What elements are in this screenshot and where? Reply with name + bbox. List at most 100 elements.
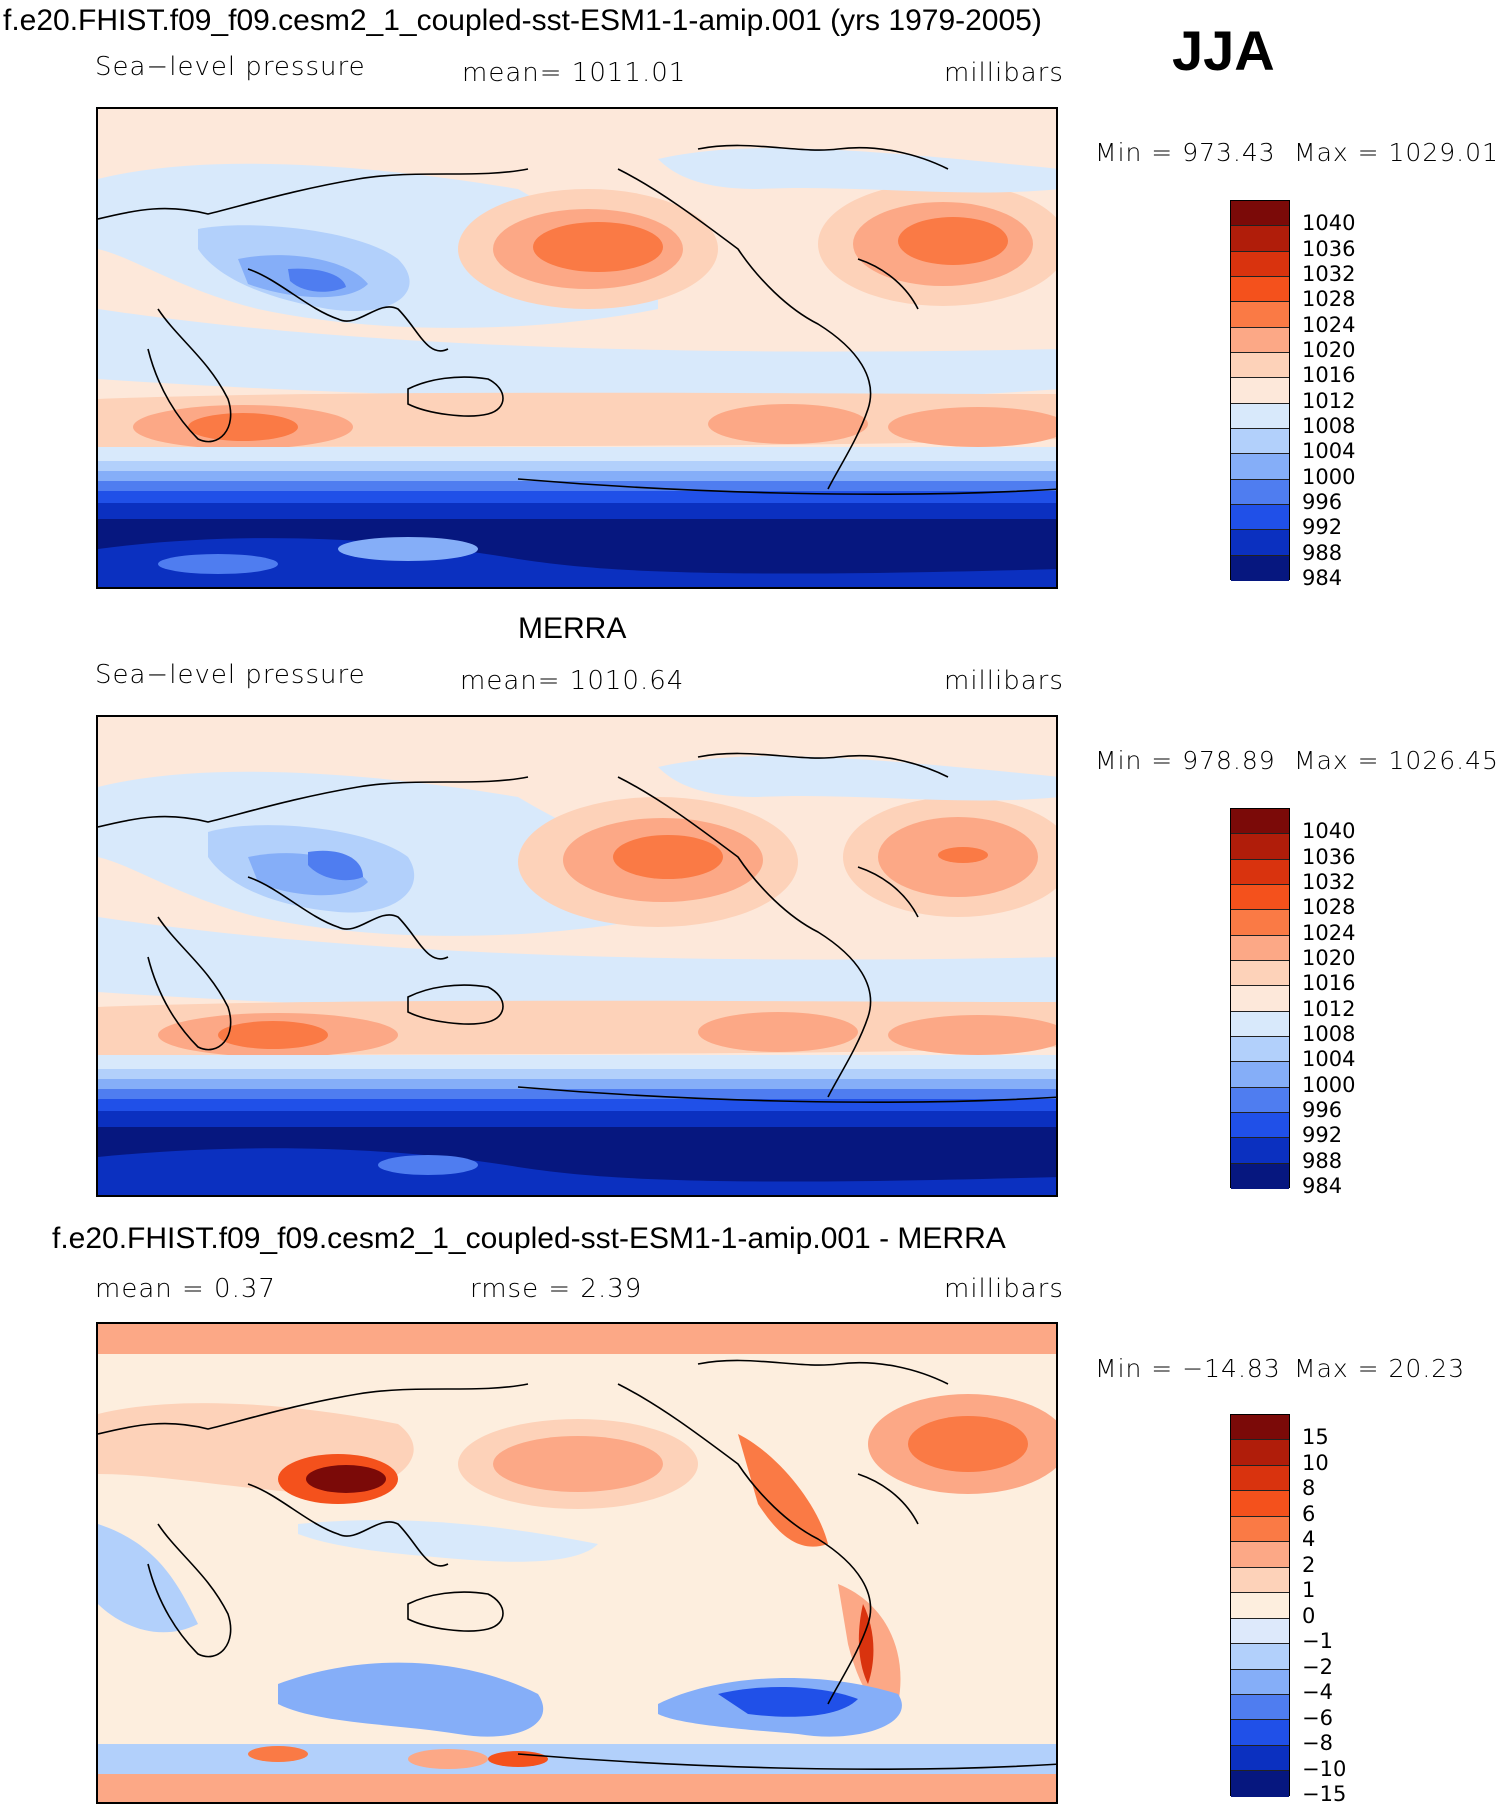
panel1-colorbar bbox=[1230, 200, 1290, 581]
colorbar-swatch bbox=[1231, 1036, 1289, 1063]
panel2-variable: Sea−level pressure bbox=[95, 660, 366, 690]
colorbar-swatch bbox=[1231, 226, 1289, 252]
colorbar-swatch bbox=[1231, 1087, 1289, 1113]
colorbar-swatch bbox=[1231, 986, 1289, 1012]
colorbar-swatch bbox=[1231, 910, 1289, 936]
panel2-title: MERRA bbox=[518, 612, 627, 645]
panel2-slp-field bbox=[98, 717, 1056, 1195]
colorbar-swatch bbox=[1231, 428, 1289, 455]
colorbar-swatch bbox=[1231, 1138, 1289, 1164]
colorbar-swatch bbox=[1231, 1491, 1289, 1517]
colorbar-swatch bbox=[1231, 859, 1289, 885]
colorbar-swatch bbox=[1231, 251, 1289, 277]
colorbar-level-label: −2 bbox=[1302, 1654, 1333, 1679]
panel1-slp-field bbox=[98, 109, 1056, 587]
colorbar-swatch bbox=[1231, 1720, 1289, 1746]
colorbar-level-label: 1028 bbox=[1302, 287, 1356, 312]
panel3-mean: mean = 0.37 bbox=[95, 1274, 276, 1304]
colorbar-level-label: 996 bbox=[1302, 1098, 1343, 1122]
panel3-max: Max = 20.23 bbox=[1294, 1354, 1466, 1383]
panel1-map bbox=[96, 107, 1058, 589]
colorbar-level-label: 1020 bbox=[1302, 946, 1356, 970]
colorbar-level-label: 1036 bbox=[1302, 236, 1356, 261]
colorbar-swatch bbox=[1231, 1618, 1289, 1645]
colorbar-level-label: 1004 bbox=[1302, 439, 1356, 464]
colorbar-level-label: 988 bbox=[1302, 540, 1343, 565]
colorbar-level-label: 2 bbox=[1302, 1552, 1316, 1577]
colorbar-level-label: 1000 bbox=[1302, 1072, 1356, 1097]
colorbar-level-label: 1 bbox=[1302, 1578, 1316, 1603]
colorbar-swatch bbox=[1231, 1415, 1289, 1441]
panel3-map bbox=[96, 1322, 1058, 1804]
panel3-colorbar bbox=[1230, 1414, 1290, 1797]
panel1-variable: Sea−level pressure bbox=[95, 52, 366, 82]
panel3-min: Min = −14.83 bbox=[1095, 1354, 1281, 1383]
colorbar-swatch bbox=[1231, 1567, 1289, 1594]
colorbar-swatch bbox=[1231, 1062, 1289, 1088]
colorbar-swatch bbox=[1231, 479, 1289, 505]
colorbar-swatch bbox=[1231, 935, 1289, 961]
colorbar-level-label: 1008 bbox=[1302, 1022, 1356, 1046]
colorbar-swatch bbox=[1231, 1112, 1289, 1139]
colorbar-level-label: −6 bbox=[1302, 1705, 1333, 1730]
colorbar-level-label: 1016 bbox=[1302, 363, 1356, 388]
colorbar-swatch bbox=[1231, 884, 1289, 911]
colorbar-swatch bbox=[1231, 1011, 1289, 1037]
colorbar-swatch bbox=[1231, 378, 1289, 404]
panel2-units: millibars bbox=[944, 666, 1064, 696]
colorbar-level-label: 1020 bbox=[1302, 338, 1356, 362]
panel3-diff-field bbox=[98, 1324, 1056, 1802]
colorbar-swatch bbox=[1231, 327, 1289, 353]
colorbar-level-label: 992 bbox=[1302, 1123, 1343, 1148]
colorbar-level-label: −8 bbox=[1302, 1731, 1333, 1756]
colorbar-swatch bbox=[1231, 555, 1289, 581]
colorbar-swatch bbox=[1231, 504, 1289, 531]
colorbar-level-label: 1000 bbox=[1302, 464, 1356, 489]
colorbar-swatch bbox=[1231, 1669, 1289, 1695]
colorbar-level-label: 4 bbox=[1302, 1527, 1316, 1552]
colorbar-swatch bbox=[1231, 302, 1289, 328]
colorbar-level-label: 1032 bbox=[1302, 262, 1356, 286]
colorbar-level-label: 8 bbox=[1302, 1476, 1316, 1501]
colorbar-level-label: 984 bbox=[1302, 1174, 1343, 1198]
panel3-title: f.e20.FHIST.f09_f09.cesm2_1_coupled-sst-… bbox=[52, 1222, 1006, 1255]
colorbar-swatch bbox=[1231, 1771, 1289, 1797]
colorbar-level-label: 988 bbox=[1302, 1148, 1343, 1173]
colorbar-swatch bbox=[1231, 1516, 1289, 1543]
colorbar-level-label: 1024 bbox=[1302, 920, 1356, 945]
colorbar-level-label: 1012 bbox=[1302, 996, 1356, 1021]
colorbar-level-label: 1008 bbox=[1302, 414, 1356, 438]
panel2-max: Max = 1026.45 bbox=[1294, 746, 1499, 775]
colorbar-level-label: 10 bbox=[1302, 1450, 1329, 1475]
colorbar-level-label: 992 bbox=[1302, 515, 1343, 540]
panel1-units: millibars bbox=[944, 58, 1064, 88]
colorbar-swatch bbox=[1231, 809, 1289, 835]
colorbar-swatch bbox=[1231, 1745, 1289, 1772]
colorbar-level-label: 1040 bbox=[1302, 211, 1356, 236]
colorbar-level-label: 1012 bbox=[1302, 388, 1356, 413]
colorbar-level-label: 984 bbox=[1302, 566, 1343, 590]
panel2-min: Min = 978.89 bbox=[1095, 746, 1276, 775]
panel3-rmse: rmse = 2.39 bbox=[470, 1274, 643, 1304]
colorbar-level-label: −15 bbox=[1302, 1782, 1347, 1806]
panel2-map bbox=[96, 715, 1058, 1197]
colorbar-level-label: −10 bbox=[1302, 1756, 1347, 1781]
panel1-mean: mean= 1011.01 bbox=[462, 58, 687, 88]
colorbar-level-label: 1040 bbox=[1302, 819, 1356, 844]
season-label: JJA bbox=[1172, 19, 1275, 82]
colorbar-level-label: 1028 bbox=[1302, 895, 1356, 920]
colorbar-level-label: −4 bbox=[1302, 1680, 1333, 1705]
colorbar-level-label: 6 bbox=[1302, 1501, 1316, 1526]
colorbar-swatch bbox=[1231, 1440, 1289, 1466]
colorbar-swatch bbox=[1231, 276, 1289, 303]
colorbar-swatch bbox=[1231, 960, 1289, 987]
colorbar-level-label: 1004 bbox=[1302, 1047, 1356, 1072]
colorbar-level-label: 996 bbox=[1302, 490, 1343, 514]
colorbar-swatch bbox=[1231, 352, 1289, 379]
colorbar-level-label: 1032 bbox=[1302, 870, 1356, 894]
colorbar-swatch bbox=[1231, 1163, 1289, 1189]
colorbar-swatch bbox=[1231, 403, 1289, 429]
colorbar-level-label: −1 bbox=[1302, 1629, 1333, 1654]
colorbar-swatch bbox=[1231, 834, 1289, 860]
panel1-min: Min = 973.43 bbox=[1095, 138, 1276, 167]
